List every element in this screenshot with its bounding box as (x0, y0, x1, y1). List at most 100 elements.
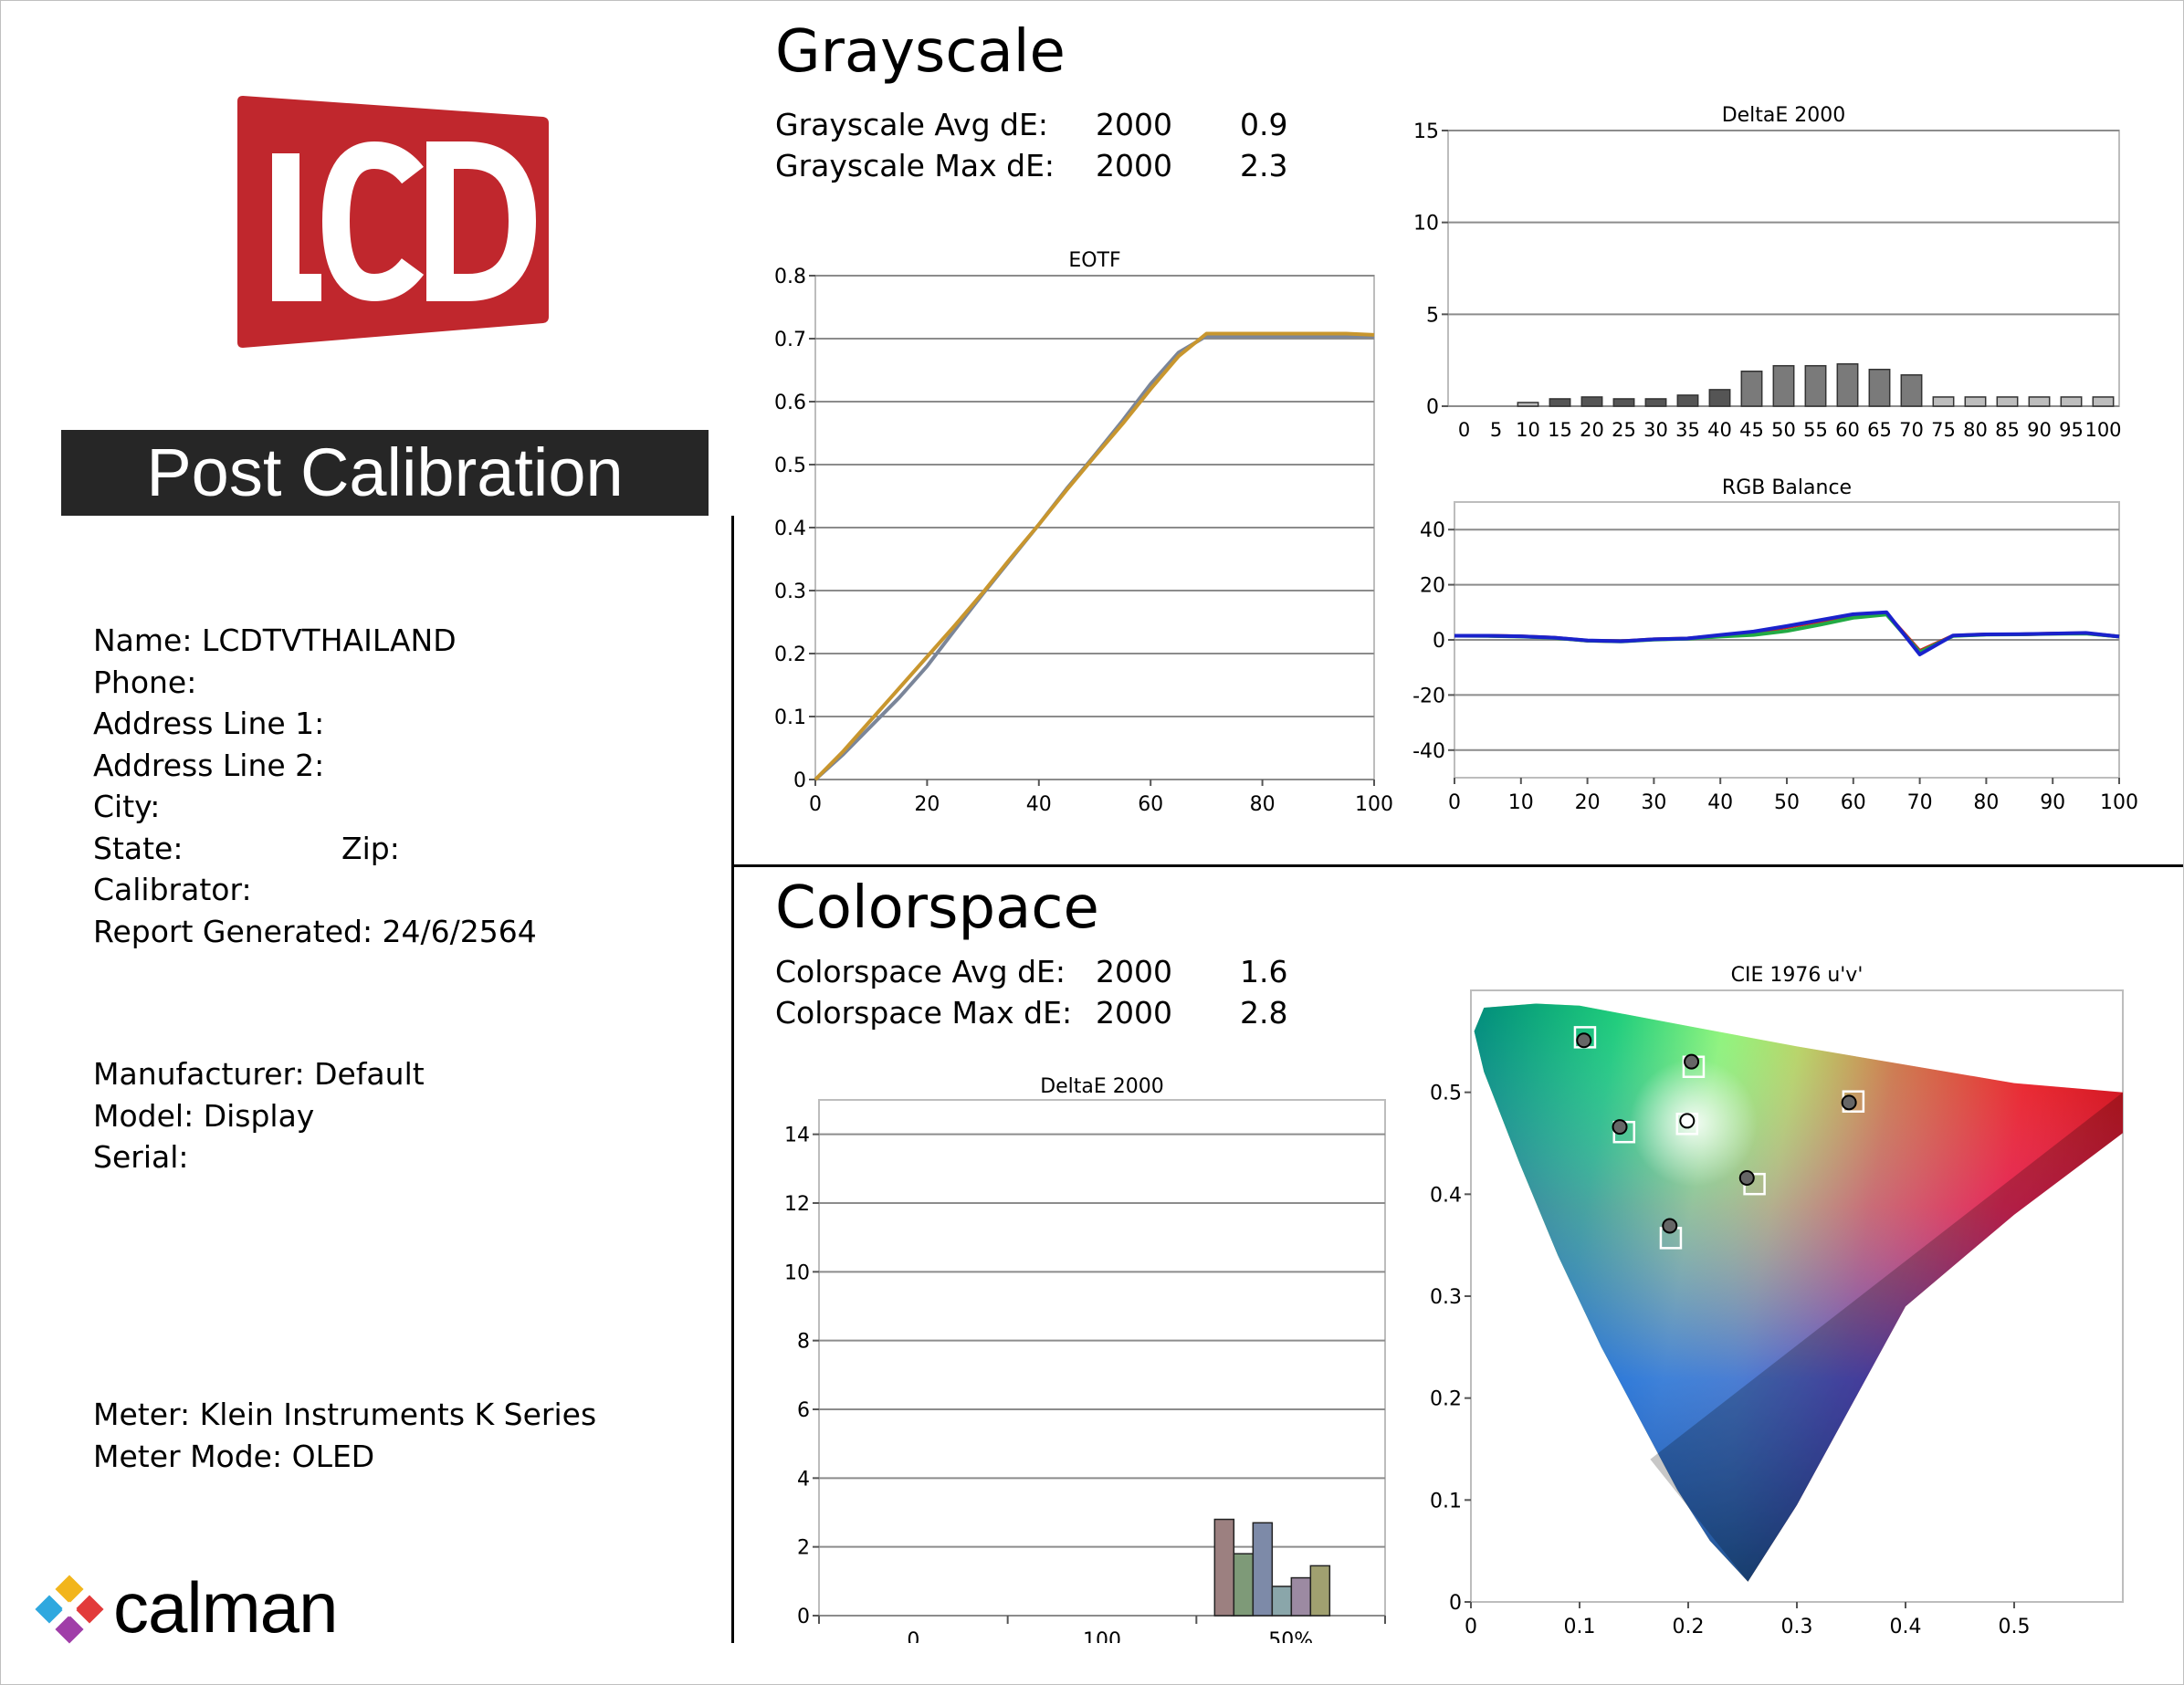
measured-point (1679, 1113, 1696, 1129)
bar (1271, 1586, 1293, 1617)
x-tick-label: 0.3 (1781, 1616, 1813, 1638)
chart-title: EOTF (1068, 249, 1120, 272)
bar (1233, 1553, 1255, 1617)
measured-point (1841, 1094, 1857, 1111)
bar (2092, 396, 2115, 407)
colorspace-avg-label: Colorspace Avg dE: (775, 954, 1066, 989)
x-tick-label: 0 (809, 793, 822, 816)
x-tick-label: 40 (1707, 419, 1732, 441)
chart-title: RGB Balance (1722, 476, 1852, 499)
bar (1517, 402, 1539, 407)
x-tick-label: 40 (1707, 791, 1733, 814)
x-tick-label: 60 (1138, 793, 1163, 816)
post-calibration-banner: Post Calibration (61, 430, 709, 516)
y-tick-label: 0.5 (1430, 1083, 1462, 1105)
measured-point (1738, 1169, 1755, 1186)
report-generated: Report Generated: 24/6/2564 (93, 913, 537, 949)
x-tick-label: 100 (1355, 793, 1393, 816)
chart-title: DeltaE 2000 (1040, 1075, 1164, 1098)
lcd-logo (237, 96, 549, 348)
x-tick-label: 10 (1508, 791, 1534, 814)
x-tick-label: 55 (1803, 419, 1828, 441)
bar (1804, 364, 1827, 407)
series-line (814, 331, 1375, 781)
cie-chart: CIE 1976 u'v' 0 0.1 0.2 0.3 0.4 0.5 0 0.1 0.2 0.3 0… (1430, 964, 2124, 1638)
vertical-divider (731, 516, 734, 1643)
colorspace-max-std: 2000 (1096, 995, 1172, 1031)
x-tick-label: 45 (1739, 419, 1764, 441)
manufacturer: Manufacturer: Default (93, 1056, 425, 1092)
x-tick-label: 0 (1458, 419, 1470, 441)
calman-wordmark: calman (113, 1567, 338, 1648)
x-tick-label: 0 (1465, 1616, 1477, 1638)
device-info: Manufacturer: Default Model: Display Ser… (93, 1053, 425, 1178)
colorspace-delta-chart: DeltaE 2000 0 2 4 6 8 10 12 14 0 100 50% (784, 1075, 1386, 1643)
x-tick-label: 70 (1899, 419, 1924, 441)
bar (1580, 396, 1603, 407)
customer-address-1: Address Line 1: (93, 706, 325, 741)
y-tick-label: 20 (1420, 575, 1445, 598)
x-tick-label: 60 (1841, 791, 1866, 814)
series-line (1454, 610, 2120, 656)
bar (1644, 398, 1667, 407)
horizontal-divider (731, 864, 2183, 867)
grayscale-max-value: 2.3 (1240, 148, 1288, 183)
measured-point (1576, 1032, 1592, 1049)
bar (1772, 364, 1795, 407)
chart-title: CIE 1976 u'v' (1731, 964, 1864, 987)
colorspace-avg-value: 1.6 (1240, 954, 1288, 989)
x-tick-label: 50 (1774, 791, 1800, 814)
y-tick-label: 0 (793, 769, 806, 792)
bar (1836, 362, 1859, 407)
colorspace-avg-std: 2000 (1096, 954, 1172, 989)
measured-point (1612, 1119, 1628, 1136)
x-tick-label: 90 (2040, 791, 2065, 814)
calibrator: Calibrator: (93, 872, 252, 907)
bar (2028, 396, 2051, 407)
bar (1213, 1518, 1235, 1617)
grayscale-title: Grayscale (775, 18, 1066, 86)
x-tick-label: 80 (1963, 419, 1988, 441)
x-tick-label: 80 (1973, 791, 1999, 814)
x-tick-label: 40 (1026, 793, 1052, 816)
bar (1549, 398, 1571, 407)
x-tick-label: 0.1 (1564, 1616, 1596, 1638)
y-tick-label: 0 (1426, 396, 1439, 419)
x-tick-label: 0.5 (1999, 1616, 2031, 1638)
plot-area (818, 1099, 1386, 1617)
y-tick-label: 0.1 (774, 706, 806, 729)
x-tick-label: 75 (1931, 419, 1956, 441)
y-tick-label: 0.2 (774, 644, 806, 666)
colorspace-max-value: 2.8 (1240, 995, 1288, 1031)
x-tick-label: 20 (1580, 419, 1604, 441)
x-tick-label: 35 (1675, 419, 1700, 441)
y-tick-label: 10 (1413, 213, 1439, 235)
y-tick-label: 0 (1433, 630, 1445, 653)
y-tick-label: 0.4 (1430, 1184, 1462, 1207)
calman-logo: calman (29, 1567, 394, 1654)
y-tick-label: 5 (1426, 304, 1439, 327)
bar (1309, 1565, 1331, 1617)
x-tick-label: 100 (2084, 419, 2121, 441)
y-tick-label: 14 (784, 1125, 810, 1147)
customer-city: City: (93, 789, 161, 824)
model: Model: Display (93, 1097, 315, 1134)
grayscale-avg-label: Grayscale Avg dE: (775, 107, 1048, 142)
chart-title: DeltaE 2000 (1722, 104, 1846, 127)
rgb-balance-chart: RGB Balance 40 20 0 -20 -40 0 10 20 30 40 50 60 70 80 9… (1412, 476, 2138, 814)
bar (1708, 389, 1731, 407)
x-tick-label: 30 (1641, 791, 1666, 814)
y-tick-label: -40 (1412, 740, 1445, 763)
x-tick-label: 15 (1548, 419, 1572, 441)
bar (1964, 396, 1987, 407)
y-tick-label: 4 (797, 1468, 810, 1491)
bar (1996, 396, 2019, 407)
measured-point (1684, 1053, 1700, 1070)
x-tick-label: 100 (2100, 791, 2138, 814)
bar (1676, 394, 1699, 407)
y-tick-label: 0.6 (774, 392, 806, 414)
x-tick-label: 25 (1612, 419, 1636, 441)
x-tick-label: 0 (1448, 791, 1461, 814)
x-tick-label: 0 (907, 1629, 919, 1643)
y-tick-label: 0.3 (774, 581, 806, 603)
